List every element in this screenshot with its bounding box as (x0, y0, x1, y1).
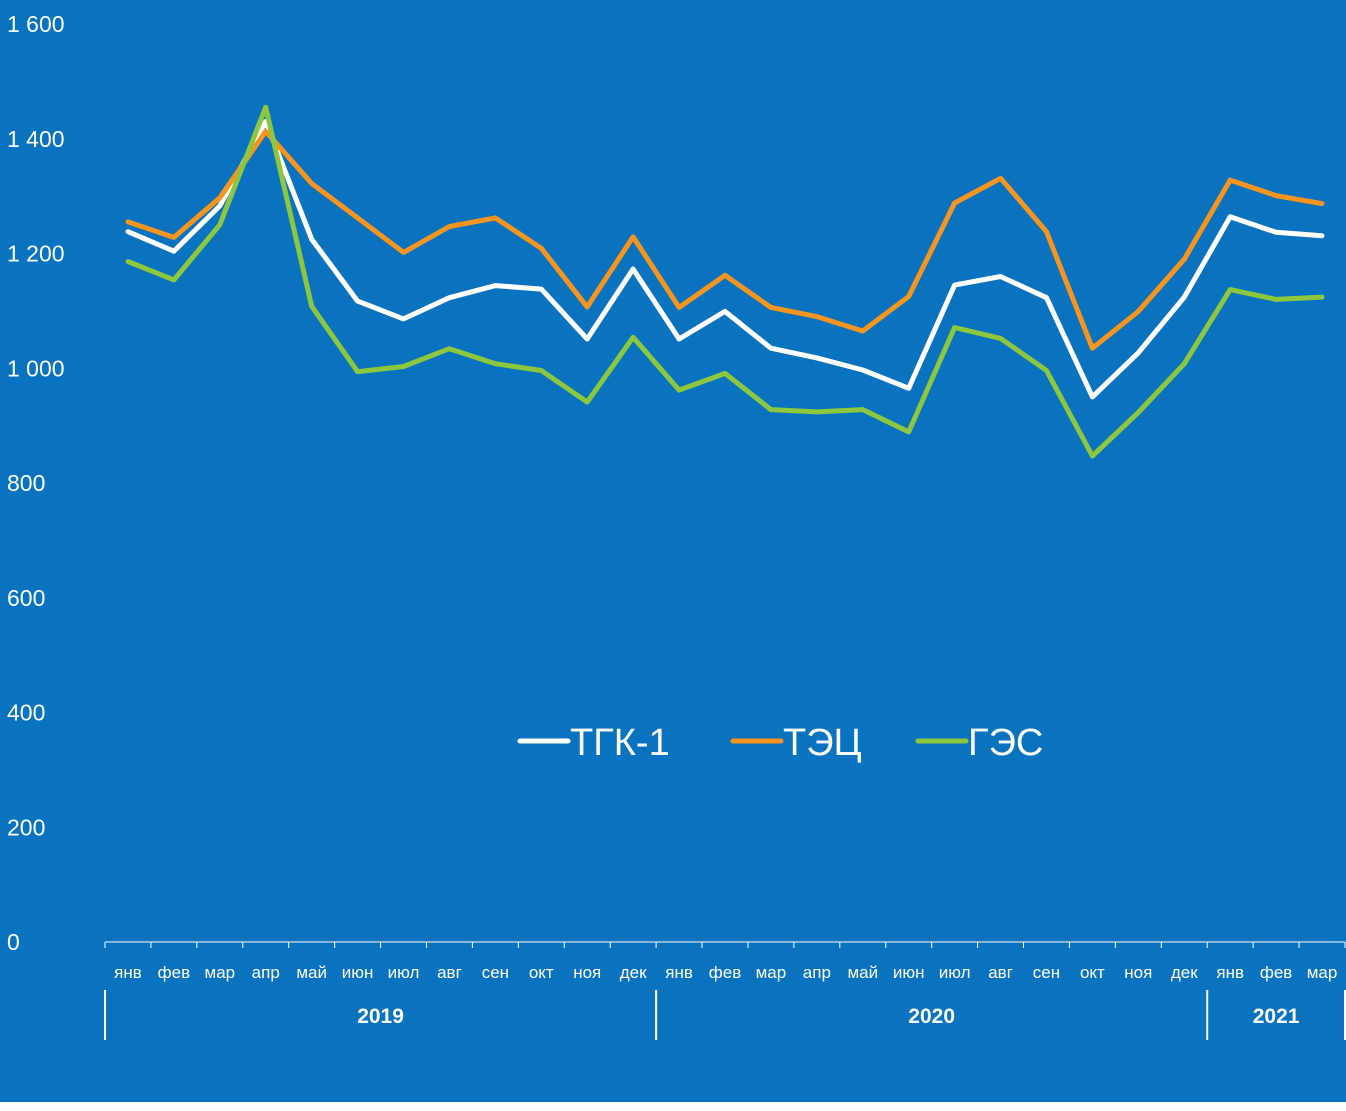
year-label: 2020 (908, 1005, 955, 1028)
x-tick-label: янв (665, 963, 693, 982)
series-line (125, 119, 1325, 400)
y-tick-label: 800 (7, 470, 45, 496)
x-tick-label: июл (939, 963, 971, 982)
x-tick-label: сен (1033, 963, 1060, 982)
year-label: 2021 (1253, 1005, 1300, 1028)
legend-label: ТЭЦ (783, 722, 862, 764)
x-tick-label: мар (1307, 963, 1338, 982)
x-tick-label: фев (709, 963, 741, 982)
year-label: 2019 (357, 1005, 404, 1028)
x-tick-label: дек (620, 963, 647, 982)
x-tick-label: дек (1171, 963, 1198, 982)
x-tick-label: апр (252, 963, 280, 982)
x-tick-label: мар (756, 963, 787, 982)
x-tick-label: янв (114, 963, 142, 982)
x-tick-label: янв (1216, 963, 1244, 982)
x-tick-label: май (847, 963, 878, 982)
x-tick-label: июл (388, 963, 420, 982)
y-tick-label: 400 (7, 700, 45, 726)
x-tick-label: окт (1080, 963, 1105, 982)
series-layer (125, 104, 1325, 459)
x-tick-label: сен (482, 963, 509, 982)
x-tick-label: фев (1260, 963, 1292, 982)
x-tick-label: май (296, 963, 327, 982)
x-tick-label: апр (803, 963, 831, 982)
x-axis: янв фев мар апр май июн июл авг сен окт ноя дек янв ф… (104, 941, 1346, 1040)
y-tick-label: 600 (7, 585, 45, 611)
x-tick-label: мар (205, 963, 236, 982)
x-tick-label: авг (988, 963, 1013, 982)
y-tick-label: 0 (7, 929, 20, 955)
x-tick-label: ноя (573, 963, 601, 982)
legend: ТГК-1 ТЭЦ ГЭС (517, 722, 1043, 764)
x-tick-label: фев (158, 963, 190, 982)
legend-label: ГЭС (968, 722, 1043, 764)
series-line (125, 104, 1325, 459)
series-line (125, 128, 1325, 351)
x-tick-label: июн (342, 963, 374, 982)
y-tick-label: 1 000 (7, 355, 65, 381)
y-tick-label: 1 200 (7, 241, 65, 267)
x-tick-label: авг (437, 963, 462, 982)
y-axis: 0 200 400 600 800 1 000 1 200 1 400 1 600 (7, 11, 65, 955)
x-tick-label: июн (893, 963, 925, 982)
x-tick-label: окт (529, 963, 554, 982)
bottom-strip (0, 1102, 1346, 1111)
y-tick-label: 1 600 (7, 11, 65, 37)
y-tick-label: 1 400 (7, 126, 65, 152)
y-tick-label: 200 (7, 814, 45, 840)
x-tick-label: ноя (1124, 963, 1152, 982)
legend-label: ТГК-1 (570, 722, 670, 764)
